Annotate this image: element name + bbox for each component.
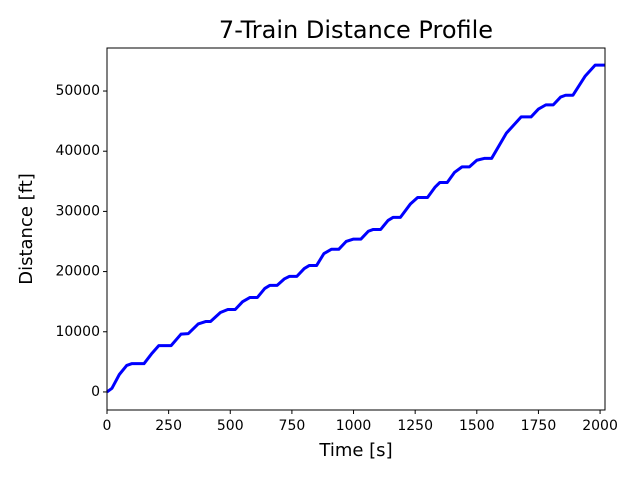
x-tick-label: 1000 xyxy=(336,418,372,434)
x-tick-label: 750 xyxy=(279,418,306,434)
y-tick-label: 30000 xyxy=(55,203,100,219)
x-tick-label: 500 xyxy=(217,418,244,434)
x-tick-label: 250 xyxy=(155,418,182,434)
y-tick-label: 50000 xyxy=(55,83,100,99)
y-tick-label: 0 xyxy=(91,384,100,400)
plot-frame xyxy=(106,47,606,411)
chart-title: 7-Train Distance Profile xyxy=(219,16,493,44)
y-axis-label: Distance [ft] xyxy=(16,173,37,285)
data-line xyxy=(106,63,605,394)
y-tick-label: 40000 xyxy=(55,143,100,159)
x-tick-label: 2000 xyxy=(582,418,618,434)
y-tick-label: 10000 xyxy=(55,324,100,340)
x-axis-label: Time [s] xyxy=(318,440,392,461)
x-tick-label: 1250 xyxy=(397,418,433,434)
x-tick-label: 0 xyxy=(103,418,112,434)
y-tick-label: 20000 xyxy=(55,264,100,280)
x-tick-label: 1750 xyxy=(521,418,557,434)
x-tick-label: 1500 xyxy=(459,418,495,434)
